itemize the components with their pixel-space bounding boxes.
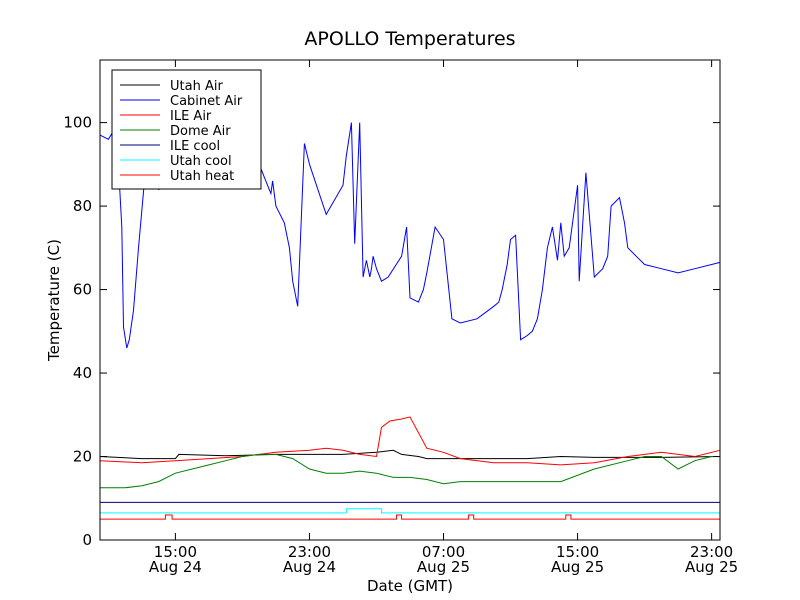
legend-label-dome-air: Dome Air xyxy=(170,124,231,139)
legend-label-utah-air: Utah Air xyxy=(170,79,223,94)
x-tick-label-time: 23:00 xyxy=(288,543,331,561)
x-tick-label-time: 07:00 xyxy=(422,543,465,561)
y-tick-label: 80 xyxy=(73,197,92,215)
y-tick-label: 40 xyxy=(73,364,92,382)
x-tick-label-date: Aug 24 xyxy=(283,558,336,576)
x-axis-label: Date (GMT) xyxy=(367,577,453,595)
chart-title: APOLLO Temperatures xyxy=(304,28,515,50)
legend-label-ile-air: ILE Air xyxy=(170,109,212,124)
x-tick-label-date: Aug 24 xyxy=(149,558,202,576)
y-tick-label: 0 xyxy=(82,531,92,549)
y-axis-label: Temperature (C) xyxy=(45,239,63,362)
legend-label-ile-cool: ILE cool xyxy=(170,139,220,154)
x-tick-label-time: 23:00 xyxy=(690,543,733,561)
series-line-dome-air xyxy=(100,453,720,489)
x-tick-label-time: 15:00 xyxy=(556,543,599,561)
legend-label-utah-heat: Utah heat xyxy=(170,169,234,184)
x-tick-label-date: Aug 25 xyxy=(551,558,604,576)
x-tick-label-date: Aug 25 xyxy=(685,558,738,576)
y-tick-label: 100 xyxy=(63,114,92,132)
y-tick-label: 20 xyxy=(73,448,92,466)
legend-label-cabinet-air: Cabinet Air xyxy=(170,94,243,109)
y-tick-label: 60 xyxy=(73,281,92,299)
plot-frame xyxy=(99,59,721,541)
series-line-utah-heat xyxy=(100,514,720,520)
x-tick-label-time: 15:00 xyxy=(154,543,197,561)
legend-label-utah-cool: Utah cool xyxy=(170,154,232,169)
series-line-utah-air xyxy=(99,449,721,460)
x-tick-label-date: Aug 25 xyxy=(417,558,470,576)
series-line-utah-cool xyxy=(100,508,720,514)
